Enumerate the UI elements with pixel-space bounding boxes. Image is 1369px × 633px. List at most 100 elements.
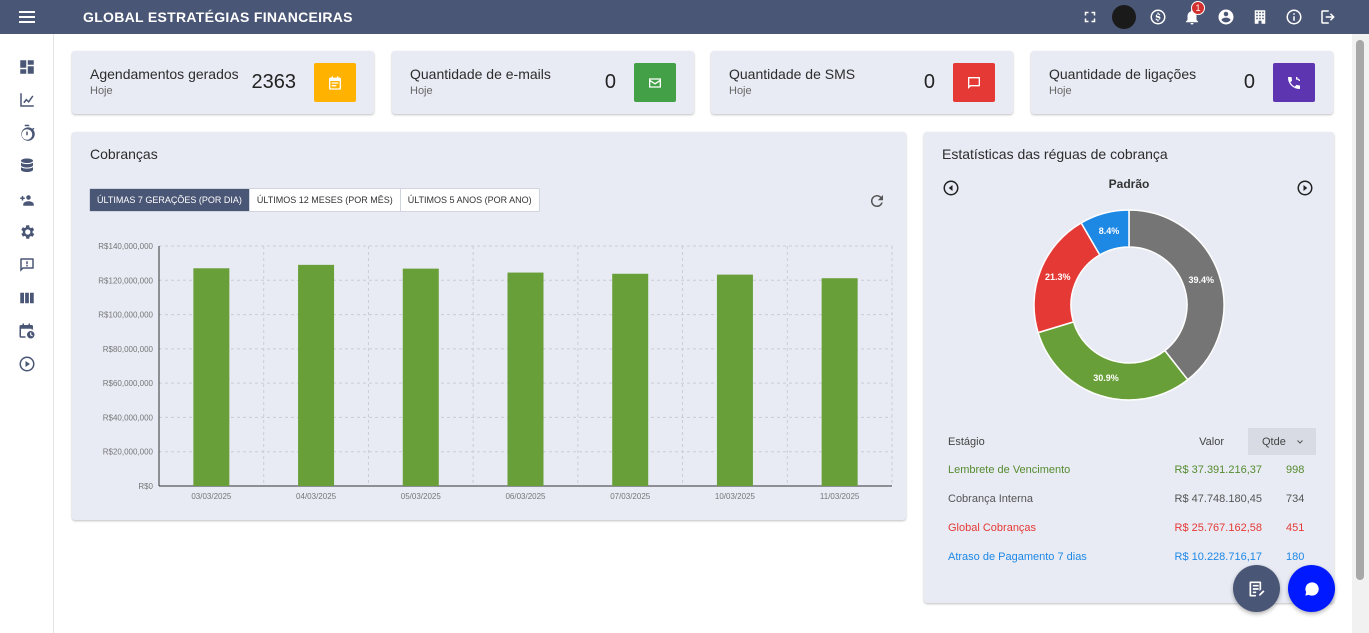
stat-title: Agendamentos gerados [90, 66, 239, 82]
page-scrollbar[interactable] [1352, 34, 1369, 633]
profile-button[interactable] [1209, 0, 1243, 34]
scrollbar-thumb[interactable] [1356, 40, 1364, 580]
sidebar-item-users[interactable] [0, 182, 54, 215]
stat-value: 0 [1243, 71, 1255, 93]
arrow-right-circle-icon [1297, 180, 1313, 196]
sidebar-item-reports[interactable] [0, 83, 54, 116]
stat-card-calls: Quantidade de ligações Hoje 0 [1031, 51, 1333, 114]
database-icon [21, 158, 33, 172]
app-title: GLOBAL ESTRATÉGIAS FINANCEIRAS [83, 9, 353, 25]
company-button[interactable] [1243, 0, 1277, 34]
cobrancas-title: Cobranças [90, 146, 158, 162]
cobrancas-bar-chart: R$0 R$20,000,000 R$40,000,000 R$60,000,000 R… [98, 242, 893, 501]
refresh-button[interactable] [866, 190, 888, 212]
fullscreen-button[interactable] [1073, 0, 1107, 34]
sms-icon [968, 76, 980, 89]
sidebar-item-play[interactable] [0, 347, 54, 380]
top-bar: GLOBAL ESTRATÉGIAS FINANCEIRAS 1 [0, 0, 1369, 34]
calendar-clock-icon [19, 323, 35, 338]
sidebar-item-settings[interactable] [0, 215, 54, 248]
building-icon [1254, 10, 1266, 24]
feedback-icon [20, 257, 34, 272]
sidebar-item-timer[interactable] [0, 116, 54, 149]
stat-card-appointments: Agendamentos gerados Hoje 2363 [72, 51, 374, 114]
gear-icon [21, 224, 35, 239]
ruler-name: Padrão [1108, 177, 1150, 191]
tab-last-5-years[interactable]: ÚLTIMOS 5 ANOS (POR ANO) [407, 195, 532, 205]
stage-qty: 451 [1286, 521, 1305, 534]
donut-slice-label: 30.9% [1093, 373, 1119, 383]
emails-button[interactable] [634, 63, 676, 102]
dollar-circle-icon [1150, 9, 1166, 25]
columns-icon [20, 292, 34, 303]
estatisticas-title: Estatísticas das réguas de cobrança [942, 146, 1168, 162]
bar[interactable] [612, 273, 649, 486]
phone-icon [1288, 76, 1300, 89]
stage-row: Atraso de Pagamento 7 dias R$ 10.228.716… [942, 542, 1316, 571]
stage-value: R$ 47.748.180,45 [1174, 492, 1262, 505]
y-tick-label: R$120,000,000 [98, 276, 153, 285]
calls-button[interactable] [1273, 63, 1315, 102]
bar[interactable] [402, 268, 439, 486]
stat-title: Quantidade de e-mails [410, 66, 551, 82]
x-tick-label: 04/03/2025 [296, 492, 337, 501]
chevron-down-icon [1297, 439, 1303, 444]
period-tabs: ÚLTIMAS 7 GERAÇÕES (POR DIA) ÚLTIMOS 12 … [89, 188, 540, 212]
stage-qty: 734 [1286, 492, 1305, 505]
sms-button[interactable] [953, 63, 995, 102]
y-tick-label: R$100,000,000 [98, 311, 153, 320]
stages-donut-chart: 39.4% 30.9% 21.3% 8.4% [1033, 209, 1225, 401]
chat-fab-button[interactable] [1288, 565, 1335, 612]
tab-last-12-months[interactable]: ÚLTIMOS 12 MESES (POR MÊS) [250, 189, 401, 211]
donut-slice-label: 21.3% [1045, 272, 1071, 282]
next-ruler-button[interactable] [1296, 179, 1314, 197]
bar[interactable] [716, 274, 753, 486]
menu-icon [19, 16, 35, 18]
users-add-icon [20, 194, 34, 206]
dashboard-icon [20, 59, 34, 74]
sidebar-item-columns[interactable] [0, 281, 54, 314]
appointments-button[interactable] [314, 63, 356, 102]
notes-icon [1249, 581, 1264, 596]
x-tick-label: 11/03/2025 [820, 492, 860, 501]
billing-button[interactable] [1141, 0, 1175, 34]
tab-last-7-generations[interactable]: ÚLTIMAS 7 GERAÇÕES (POR DIA) [90, 189, 250, 211]
fullscreen-icon [1084, 11, 1096, 23]
bar[interactable] [298, 264, 335, 486]
prev-ruler-button[interactable] [942, 179, 960, 197]
x-tick-label: 10/03/2025 [715, 492, 756, 501]
notes-fab-button[interactable] [1233, 565, 1280, 612]
sidebar-item-dashboard[interactable] [0, 50, 54, 83]
notifications-button[interactable]: 1 [1175, 0, 1209, 34]
bar[interactable] [507, 272, 544, 486]
avatar-button[interactable] [1107, 0, 1141, 34]
email-icon [649, 77, 661, 88]
qty-sort-button[interactable]: Qtde [1248, 428, 1316, 455]
stage-column-header: Estágio [948, 435, 985, 448]
bar[interactable] [821, 278, 858, 486]
donut-slice-label: 8.4% [1099, 226, 1120, 236]
bar[interactable] [193, 268, 230, 486]
stage-name: Atraso de Pagamento 7 dias [948, 550, 1087, 563]
donut-slice[interactable] [1128, 209, 1225, 381]
info-button[interactable] [1277, 0, 1311, 34]
sidebar-item-database[interactable] [0, 149, 54, 182]
header-actions: 1 [1073, 0, 1345, 34]
arrow-left-circle-icon [943, 180, 959, 196]
sidebar-item-feedback[interactable] [0, 248, 54, 281]
menu-button[interactable] [0, 0, 54, 34]
logout-button[interactable] [1311, 0, 1345, 34]
user-circle-icon [1218, 9, 1234, 25]
donut-slice[interactable] [1037, 320, 1189, 401]
avatar [1112, 5, 1136, 29]
stat-subtitle: Hoje [90, 85, 113, 97]
stage-value: R$ 37.391.216,37 [1174, 463, 1262, 476]
estatisticas-panel: Estatísticas das réguas de cobrança Padr… [924, 132, 1334, 603]
sidebar-item-schedule[interactable] [0, 314, 54, 347]
stage-name: Lembrete de Vencimento [948, 463, 1071, 476]
donut-slice[interactable] [1080, 209, 1130, 256]
x-tick-label: 07/03/2025 [610, 492, 651, 501]
timer-icon [21, 124, 35, 141]
stat-title: Quantidade de SMS [729, 66, 856, 82]
stages-header: Estágio Valor Qtde [942, 428, 1316, 455]
